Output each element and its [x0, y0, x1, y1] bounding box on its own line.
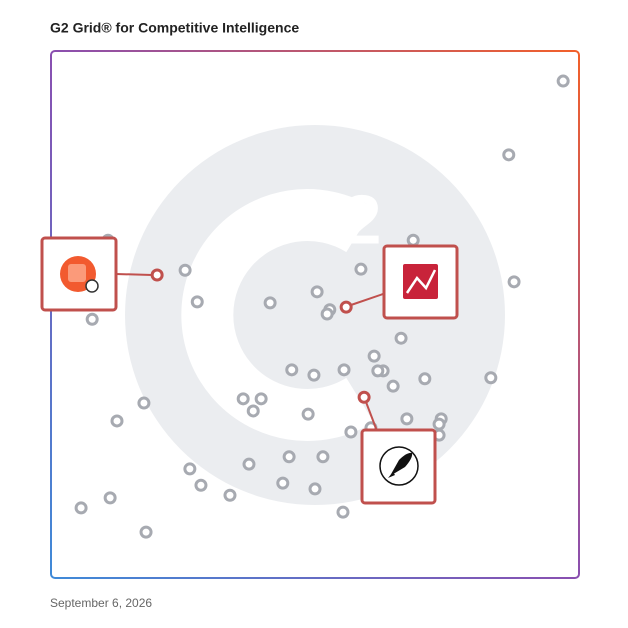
point [183, 462, 197, 476]
point [282, 450, 296, 464]
point [371, 364, 385, 378]
point [336, 505, 350, 519]
point [254, 392, 268, 406]
point [74, 501, 88, 515]
date: September 6, 2026 [50, 596, 152, 610]
point [307, 368, 321, 382]
point [354, 262, 368, 276]
chart-title: G2 Grid® for Competitive Intelligence [50, 20, 299, 36]
point [337, 363, 351, 377]
point [85, 312, 99, 326]
highlight-point [339, 300, 353, 314]
point [507, 275, 521, 289]
point [236, 392, 250, 406]
point [301, 407, 315, 421]
point [194, 478, 208, 492]
point [400, 412, 414, 426]
point [502, 148, 516, 162]
point [386, 379, 400, 393]
point [103, 491, 117, 505]
point [246, 404, 260, 418]
point [223, 488, 237, 502]
point [418, 372, 432, 386]
point [285, 363, 299, 377]
callouts [40, 236, 459, 505]
point [344, 425, 358, 439]
point [484, 371, 498, 385]
point [137, 396, 151, 410]
highlight-point [150, 268, 164, 282]
point [406, 233, 420, 247]
point [276, 476, 290, 490]
point [139, 525, 153, 539]
highlight-point [357, 390, 371, 404]
points [74, 74, 570, 539]
point [394, 331, 408, 345]
point [178, 263, 192, 277]
point [308, 482, 322, 496]
point [432, 417, 446, 431]
svg-text:2: 2 [343, 180, 382, 258]
point [316, 450, 330, 464]
point [190, 295, 204, 309]
point [110, 414, 124, 428]
point [320, 307, 334, 321]
point [263, 296, 277, 310]
point [367, 349, 381, 363]
point [310, 285, 324, 299]
point [556, 74, 570, 88]
point [242, 457, 256, 471]
